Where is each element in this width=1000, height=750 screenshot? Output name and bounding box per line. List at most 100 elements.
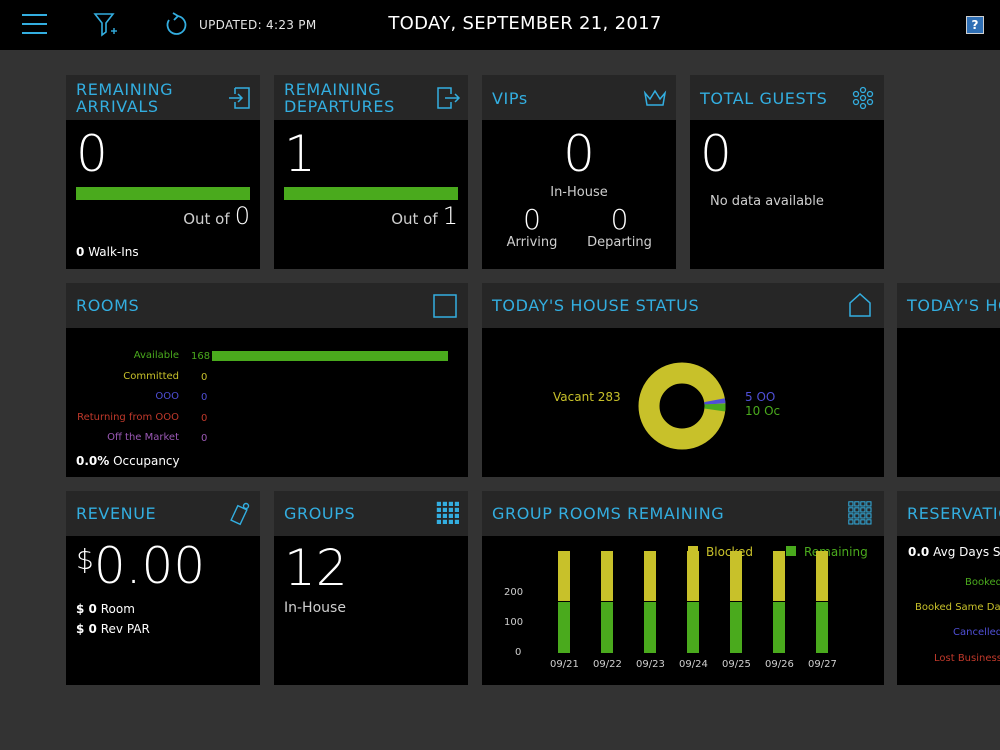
departures-out-of: Out of 1: [391, 202, 458, 230]
tile-header: TODAY'S HOUSE STATUS: [482, 283, 884, 328]
bar-blocked[interactable]: [816, 550, 828, 602]
walkins-value: 0: [76, 245, 85, 259]
bar-blocked[interactable]: [687, 550, 699, 602]
grid-cell: [442, 501, 447, 506]
bar-remaining[interactable]: [730, 602, 742, 653]
arrivals-out-of: Out of 0: [183, 202, 250, 230]
grid-cell: [860, 501, 866, 507]
bar-blocked[interactable]: [773, 550, 785, 602]
revenue-revpar-value: $ 0: [76, 622, 97, 636]
vips-departing-value: 0: [610, 203, 629, 236]
tile-title: TOTAL GUESTS: [700, 89, 828, 108]
refresh-icon[interactable]: [163, 12, 189, 38]
payment-card-icon: [228, 501, 252, 531]
menu-icon[interactable]: [22, 12, 48, 36]
grid-cell: [448, 507, 453, 512]
departures-progress-bar: [284, 187, 458, 200]
house-status-tile[interactable]: TODAY'S HOUSE STATUS Vacant 283 5 OO 10 …: [482, 283, 884, 477]
tile-title: REMAINING ARRIVALS: [76, 81, 173, 115]
y-tick: 0: [515, 647, 522, 658]
tile-title: GROUPS: [284, 504, 356, 523]
bar-remaining[interactable]: [816, 602, 828, 653]
x-tick-label: 09/22: [593, 659, 622, 670]
grid-cell: [848, 501, 854, 507]
grid-cell: [860, 519, 866, 525]
arrival-door-icon: [229, 86, 251, 114]
revenue-amount: $0.00: [76, 537, 205, 595]
grid-cell: [854, 507, 860, 513]
tile-header: REMAINING DEPARTURES: [274, 75, 468, 120]
legend-remaining-swatch: [786, 546, 796, 556]
rooms-tile[interactable]: ROOMS Available Committed OOO Returning …: [66, 283, 468, 477]
revenue-tile[interactable]: REVENUE $0.00 $ 0 Room $ 0 Rev PAR: [66, 491, 260, 685]
grid-cell: [448, 501, 453, 506]
occupancy: 0.0% Occupancy: [76, 454, 180, 468]
out-of-value: 0: [234, 202, 250, 230]
house-status-tile-2[interactable]: TODAY'S HO: [897, 283, 1000, 477]
x-tick-label: 09/26: [765, 659, 794, 670]
help-button[interactable]: ?: [966, 16, 984, 34]
revenue-amount-value: 0.00: [93, 537, 206, 595]
tile-title: GROUP ROOMS REMAINING: [492, 504, 725, 523]
vips-departing-label: Departing: [587, 235, 652, 250]
grid-cell: [866, 507, 872, 513]
filter-add-icon[interactable]: [93, 12, 121, 38]
bar-blocked[interactable]: [558, 550, 570, 602]
vacant-label: Vacant 283: [553, 390, 621, 404]
house-occupied-label: 10 Oc: [745, 404, 781, 418]
grid-cell: [442, 507, 447, 512]
x-tick-label: 09/25: [722, 659, 751, 670]
arrivals-value: 0: [76, 125, 108, 183]
groups-tile[interactable]: GROUPS 12 In-House: [274, 491, 468, 685]
tile-title: VIPs: [492, 89, 528, 108]
group-rooms-remaining-tile[interactable]: GROUP ROOMS REMAINING Blocked Remaining …: [482, 491, 884, 685]
groups-label: In-House: [284, 600, 346, 616]
grid-cell: [866, 519, 872, 525]
remaining-departures-tile[interactable]: REMAINING DEPARTURES 1 Out of 1: [274, 75, 468, 269]
tile-title-line: ARRIVALS: [76, 97, 159, 116]
tile-title: ROOMS: [76, 296, 140, 315]
vips-tile[interactable]: VIPs 0 In-House 0 Arriving 0 Departing: [482, 75, 676, 269]
rooms-label-committed: Committed: [123, 371, 179, 382]
updated-timestamp: UPDATED: 4:23 PM: [199, 18, 317, 32]
group-rooms-chart: 09/21 09/22 09/23 09/24 09/25 09/26 09/27: [482, 491, 884, 685]
grid-cell: [848, 513, 854, 519]
groups-value: 12: [284, 539, 348, 597]
bar-remaining[interactable]: [644, 602, 656, 653]
bar-remaining[interactable]: [687, 602, 699, 653]
res-label-lost-business: Lost Business: [934, 653, 1000, 664]
rooms-label-returning: Returning from OOO: [77, 412, 179, 423]
bar-blocked[interactable]: [730, 550, 742, 602]
grid-cell: [454, 513, 459, 518]
avg-days-label: Avg Days St: [933, 545, 1000, 559]
rooms-label-ooo: OOO: [155, 391, 179, 402]
bar-remaining[interactable]: [601, 602, 613, 653]
bar-remaining[interactable]: [773, 602, 785, 653]
bar-remaining[interactable]: [558, 602, 570, 653]
rooms-value-committed: 0: [201, 372, 208, 383]
y-tick: 200: [504, 587, 524, 598]
res-label-booked-same-day: Booked Same Day: [915, 602, 1000, 613]
walkins: 0 Walk-Ins: [76, 245, 139, 259]
rooms-value-available: 168: [191, 351, 211, 362]
x-tick-label: 09/24: [679, 659, 708, 670]
vips-value: 0: [563, 125, 595, 183]
avg-days-stay: 0.0 Avg Days St: [908, 545, 1000, 559]
grid-cell: [854, 501, 860, 507]
rooms-value-returning: 0: [201, 413, 208, 424]
grid-cell: [436, 513, 441, 518]
grid-cell: [854, 513, 860, 519]
remaining-arrivals-tile[interactable]: REMAINING ARRIVALS 0 Out of 0 0 Walk-Ins: [66, 75, 260, 269]
bar-blocked[interactable]: [601, 550, 613, 602]
total-guests-tile[interactable]: TOTAL GUESTS 0 No data available: [690, 75, 884, 269]
res-label-booked: Booked: [965, 577, 1000, 588]
reservations-tile[interactable]: RESERVATIO 0.0 Avg Days St Booked Booked…: [897, 491, 1000, 685]
grid-cell: [854, 519, 860, 525]
occupancy-value: 0.0%: [76, 454, 110, 468]
revenue-revpar: $ 0 Rev PAR: [76, 622, 150, 636]
grid-cell: [436, 501, 441, 506]
arrivals-progress-bar: [76, 187, 250, 200]
tile-header: GROUP ROOMS REMAINING: [482, 491, 884, 536]
bar-blocked[interactable]: [644, 550, 656, 602]
vips-arriving-label: Arriving: [506, 235, 558, 250]
